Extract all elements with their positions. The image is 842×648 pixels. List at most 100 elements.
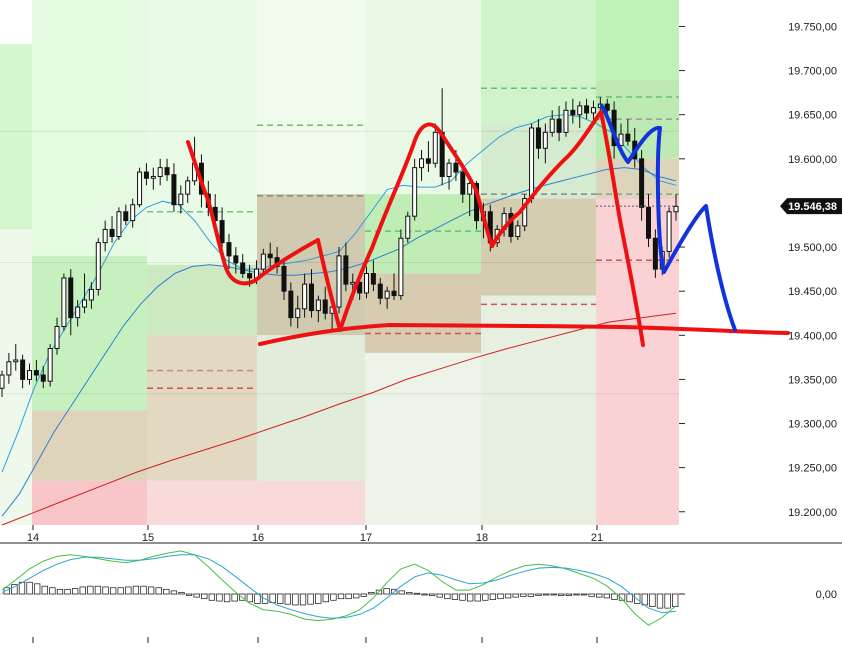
macd-histogram-bar bbox=[140, 585, 147, 595]
pivot-zones bbox=[0, 0, 679, 526]
macd-histogram-bar bbox=[94, 585, 102, 595]
macd-histogram-bar bbox=[558, 593, 565, 596]
macd-histogram-bar bbox=[201, 593, 208, 600]
pivot-zone bbox=[147, 480, 257, 525]
macd-y-tick-label: 0,00 bbox=[816, 589, 837, 601]
macd-histogram-bar bbox=[72, 588, 79, 595]
candle-body bbox=[157, 167, 163, 177]
macd-histogram-bar bbox=[109, 587, 117, 595]
macd-signal-line bbox=[1, 554, 677, 619]
candle-body bbox=[13, 359, 19, 363]
candle-body bbox=[281, 265, 287, 292]
macd-histogram-bar bbox=[527, 593, 535, 597]
macd-histogram-bar bbox=[672, 593, 679, 607]
macd-panel: 0,00 bbox=[0, 550, 837, 643]
last-price-tag-label: 19.546,38 bbox=[788, 201, 837, 213]
y-tick-label: 19.300,00 bbox=[788, 419, 837, 431]
macd-histogram-bar bbox=[611, 593, 618, 600]
x-tick-label: 16 bbox=[252, 532, 264, 544]
candle-body bbox=[542, 131, 548, 149]
macd-histogram-bar bbox=[87, 585, 94, 595]
candle-body bbox=[109, 228, 115, 237]
pivot-zone bbox=[257, 335, 365, 481]
pivot-zone bbox=[481, 295, 596, 525]
candle-body bbox=[102, 228, 108, 244]
macd-histogram-bar bbox=[125, 586, 132, 595]
y-tick-label: 19.200,00 bbox=[788, 507, 837, 519]
pivot-zone bbox=[596, 0, 679, 80]
candle-body bbox=[233, 255, 239, 264]
candle-body bbox=[288, 290, 294, 319]
candle-body bbox=[137, 171, 143, 206]
y-tick-label: 19.750,00 bbox=[788, 21, 837, 33]
macd-histogram-bar bbox=[56, 588, 64, 595]
macd-histogram-bar bbox=[466, 593, 474, 602]
macd-histogram-bar bbox=[34, 583, 41, 595]
candle-body bbox=[68, 277, 74, 319]
macd-histogram-bar bbox=[436, 593, 443, 598]
annotation-red-line bbox=[338, 122, 494, 332]
macd-histogram-bar bbox=[406, 592, 413, 595]
pivot-zone bbox=[32, 255, 147, 411]
pivot-zone bbox=[257, 480, 365, 525]
candle-body bbox=[143, 171, 149, 179]
y-tick-label: 19.600,00 bbox=[788, 154, 837, 166]
candle-body bbox=[370, 273, 376, 285]
candle-body bbox=[178, 193, 184, 206]
candle-body bbox=[302, 283, 308, 310]
macd-histogram-bar bbox=[504, 593, 512, 599]
candle-body bbox=[515, 225, 521, 237]
pivot-zone bbox=[32, 480, 147, 525]
candle-body bbox=[88, 288, 94, 301]
candle-body bbox=[645, 206, 651, 239]
hand-drawn-annotations bbox=[186, 104, 790, 347]
macd-histogram-bar bbox=[421, 593, 428, 596]
pivot-zone bbox=[147, 335, 257, 481]
x-tick-label: 15 bbox=[142, 532, 154, 544]
candle-body bbox=[460, 171, 466, 195]
macd-histogram-bar bbox=[353, 593, 360, 599]
candle-body bbox=[453, 162, 459, 173]
macd-histogram-bar bbox=[102, 586, 109, 595]
pivot-zone bbox=[365, 273, 481, 353]
moving-average-line bbox=[1, 312, 677, 526]
candle-body bbox=[446, 162, 452, 177]
macd-histogram-bar bbox=[664, 593, 671, 609]
x-tick-label: 18 bbox=[476, 532, 488, 544]
candle-body bbox=[47, 348, 53, 382]
y-tick-label: 19.500,00 bbox=[788, 242, 837, 254]
pivot-zone bbox=[0, 44, 32, 230]
macd-histogram-bar bbox=[596, 593, 603, 598]
candle-body bbox=[563, 109, 569, 133]
x-tick-label: 14 bbox=[27, 532, 39, 544]
macd-histogram-bar bbox=[444, 593, 451, 600]
candle-body bbox=[384, 290, 390, 299]
y-tick-label: 19.400,00 bbox=[788, 330, 837, 342]
candle-body bbox=[130, 204, 136, 222]
macd-histogram-bar bbox=[451, 593, 459, 600]
x-tick-label: 17 bbox=[360, 532, 372, 544]
macd-histogram-bar bbox=[322, 593, 329, 603]
candle-body bbox=[164, 167, 170, 176]
candle-body bbox=[590, 107, 596, 114]
candle-body bbox=[584, 105, 590, 114]
pivot-zone bbox=[0, 229, 32, 526]
candle-body bbox=[0, 374, 5, 389]
macd-histogram-bar bbox=[132, 585, 140, 595]
candle-body bbox=[150, 175, 156, 179]
macd-histogram-bar bbox=[277, 593, 284, 604]
candle-body bbox=[364, 273, 370, 294]
macd-histogram-bar bbox=[588, 593, 595, 597]
candle-body bbox=[20, 359, 26, 380]
candle-body bbox=[522, 198, 528, 227]
macd-histogram-bar bbox=[573, 593, 580, 596]
candle-body bbox=[467, 183, 473, 195]
pivot-zone bbox=[32, 410, 147, 481]
candle-body bbox=[529, 127, 535, 200]
macd-histogram-bar bbox=[117, 587, 124, 595]
macd-histogram-bar bbox=[231, 593, 238, 602]
macd-histogram-bar bbox=[330, 593, 337, 601]
candle-body bbox=[116, 211, 122, 237]
